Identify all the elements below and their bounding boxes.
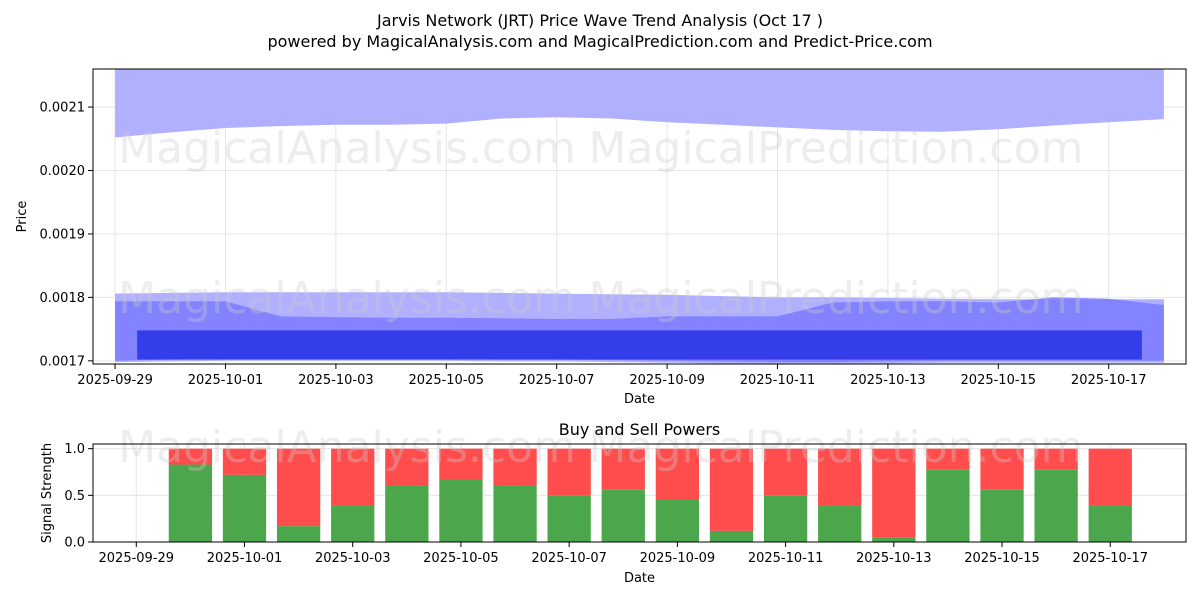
power-x-tick-label: 2025-10-15 — [964, 551, 1040, 566]
power-x-tick-label: 2025-10-09 — [640, 551, 716, 566]
price-y-tick-label: 0.0017 — [40, 354, 86, 369]
sell-bar — [818, 448, 862, 506]
power-panel: MagicalAnalysis.com MagicalPrediction.com… — [40, 420, 1187, 586]
price-x-tick-label: 2025-09-29 — [77, 373, 153, 388]
price-x-tick-label: 2025-10-15 — [961, 373, 1037, 388]
sell-bar — [709, 448, 754, 531]
sell-bar — [168, 448, 213, 465]
price-x-tick-label: 2025-10-11 — [740, 373, 816, 388]
buy-bar — [926, 469, 970, 542]
price-y-tick-label: 0.0021 — [40, 101, 86, 116]
price-y-tick-label: 0.0019 — [40, 227, 86, 242]
buy-bar — [872, 537, 916, 542]
chart-title-line2: powered by MagicalAnalysis.com and Magic… — [267, 32, 932, 51]
buy-bar — [493, 485, 537, 542]
buy-bar — [763, 495, 808, 542]
buy-bar — [331, 505, 375, 542]
power-y-tick-label: 0.0 — [64, 536, 85, 551]
watermark-prediction: MagicalPrediction.com — [589, 422, 1084, 473]
power-x-axis-label: Date — [624, 571, 655, 586]
watermark-prediction: MagicalPrediction.com — [589, 123, 1084, 174]
power-x-tick-label: 2025-10-05 — [423, 551, 499, 566]
power-frame — [92, 443, 1187, 543]
watermark-analysis: MagicalAnalysis.com — [118, 422, 576, 473]
buy-bar — [222, 474, 267, 542]
sell-bar — [385, 448, 429, 486]
price-y-axis-label: Price — [15, 201, 30, 233]
power-title: Buy and Sell Powers — [559, 420, 721, 439]
sell-bar — [980, 448, 1024, 490]
power-x-tick-label: 2025-09-29 — [99, 551, 175, 566]
price-y-tick-label: 0.0020 — [40, 164, 86, 179]
buy-bar — [601, 489, 645, 542]
power-y-axis-label: Signal Strength — [40, 443, 55, 543]
buy-bar — [547, 495, 591, 542]
sell-bar — [493, 448, 537, 486]
sell-bar — [276, 448, 321, 527]
buy-bar — [1034, 469, 1078, 542]
price-x-tick-label: 2025-10-03 — [298, 373, 374, 388]
chart-title-line1: Jarvis Network (JRT) Price Wave Trend An… — [376, 11, 823, 30]
price-panel: MagicalAnalysis.com MagicalPrediction.com… — [15, 68, 1187, 407]
sell-bar — [331, 448, 375, 506]
sell-bar — [872, 448, 916, 538]
price-x-tick-label: 2025-10-17 — [1071, 373, 1147, 388]
power-x-tick-label: 2025-10-17 — [1072, 551, 1148, 566]
price-x-tick-label: 2025-10-13 — [850, 373, 926, 388]
buy-bar — [168, 464, 213, 542]
buy-bar — [385, 485, 429, 542]
watermark-analysis: MagicalAnalysis.com — [118, 273, 576, 324]
buy-bar — [709, 530, 754, 542]
power-x-tick-label: 2025-10-11 — [748, 551, 824, 566]
price-frame — [92, 68, 1187, 365]
power-x-tick-label: 2025-10-03 — [315, 551, 391, 566]
buy-bar — [1088, 505, 1132, 542]
watermark-analysis: MagicalAnalysis.com — [118, 123, 576, 174]
price-x-tick-label: 2025-10-07 — [519, 373, 595, 388]
sell-bar — [439, 448, 483, 480]
power-y-tick-label: 1.0 — [64, 442, 85, 457]
sell-bar — [1034, 448, 1078, 470]
buy-bar — [439, 479, 483, 542]
sell-bar — [763, 448, 808, 496]
sell-bar — [222, 448, 267, 475]
sell-bar — [601, 448, 645, 490]
price-x-tick-label: 2025-10-09 — [629, 373, 705, 388]
sell-bar — [547, 448, 591, 496]
sell-bar — [926, 448, 970, 470]
power-x-tick-label: 2025-10-07 — [531, 551, 607, 566]
price-x-tick-label: 2025-10-01 — [188, 373, 264, 388]
upper-band — [115, 69, 1164, 138]
power-x-tick-label: 2025-10-01 — [207, 551, 283, 566]
power-x-tick-label: 2025-10-13 — [856, 551, 932, 566]
price-bands — [115, 69, 1164, 364]
price-y-tick-label: 0.0018 — [40, 291, 86, 306]
price-x-axis-label: Date — [624, 392, 655, 407]
watermark-prediction: MagicalPrediction.com — [589, 273, 1084, 324]
sell-bar — [1088, 448, 1132, 506]
buy-bar — [980, 489, 1024, 542]
core-band — [137, 330, 1142, 360]
sell-bar — [655, 448, 700, 500]
buy-bar — [276, 526, 321, 542]
buy-bar — [818, 505, 862, 542]
power-y-tick-label: 0.5 — [64, 489, 85, 504]
price-x-tick-label: 2025-10-05 — [409, 373, 485, 388]
buy-bar — [655, 500, 700, 542]
